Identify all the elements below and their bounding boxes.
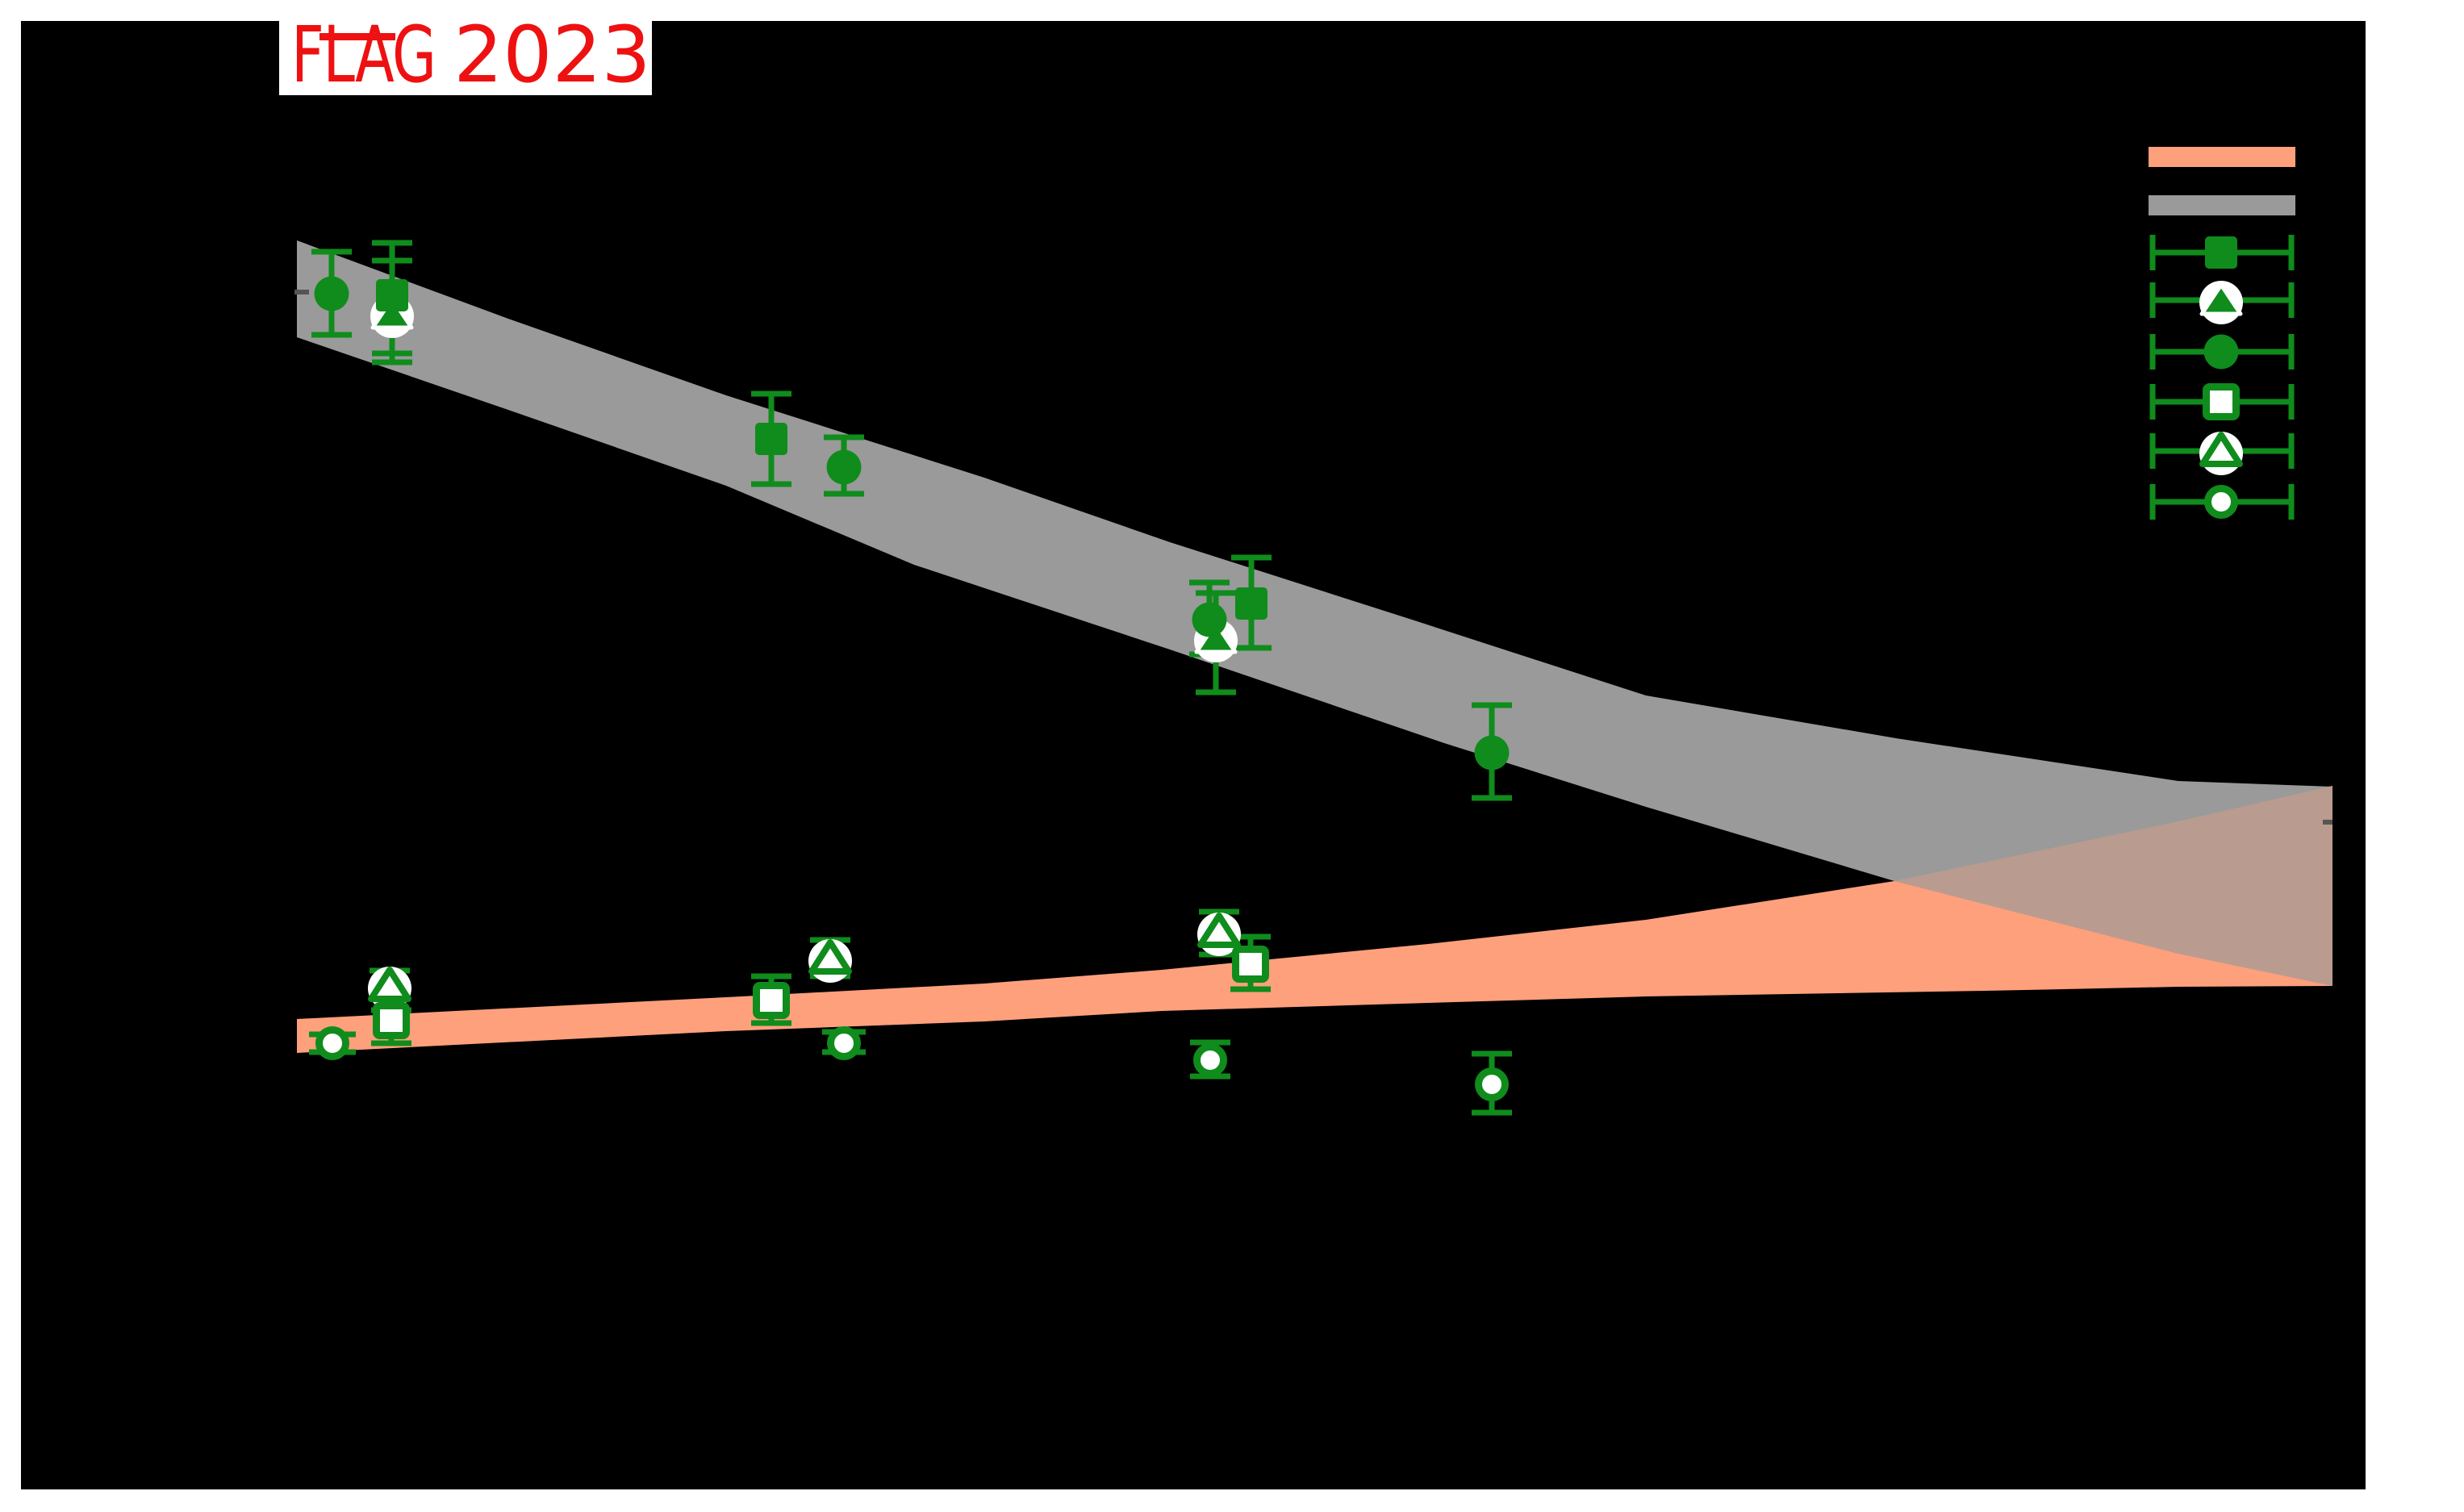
error-bar-cap	[1196, 689, 1236, 695]
error-bar-cap	[1230, 934, 1271, 940]
error-bar-cap	[751, 973, 791, 979]
open-triangle-marker	[368, 967, 411, 1002]
left-axis-tick	[294, 290, 309, 294]
legend-error-cap	[2288, 384, 2295, 420]
error-bar-cap	[372, 257, 412, 264]
open-circle-marker	[315, 1026, 349, 1060]
legend-error-cap	[2149, 282, 2156, 318]
filled-circle-marker	[1474, 735, 1510, 771]
filled-circle-marker	[2203, 334, 2239, 370]
open-square-marker	[2203, 383, 2240, 420]
error-bar-cap	[372, 350, 412, 357]
error-bar-cap	[371, 1040, 411, 1046]
open-circle-marker	[1193, 1043, 1227, 1077]
right-axis-tick	[2323, 820, 2332, 825]
flag-logo-overline	[319, 33, 395, 40]
error-bar-cap	[751, 481, 791, 487]
error-bar-cap	[751, 1020, 791, 1026]
filled-circle-marker	[314, 276, 349, 311]
open-circle-marker	[2204, 485, 2238, 519]
legend-error-cap	[2149, 484, 2156, 520]
filled-square-marker	[1235, 587, 1267, 620]
error-bar-cap	[824, 491, 864, 497]
error-bar-cap	[824, 434, 864, 441]
orange-extrapolation-band	[297, 786, 2332, 1053]
flag-logo-word: FLAG	[291, 10, 436, 100]
error-bar-cap	[1196, 590, 1236, 596]
filled-circle-marker	[1192, 602, 1227, 637]
legend-error-cap	[2149, 334, 2156, 370]
legend-error-cap	[2149, 235, 2156, 270]
error-bar-cap	[1472, 702, 1512, 708]
legend-error-cap	[2149, 384, 2156, 420]
filled-triangle-marker	[370, 296, 414, 330]
error-bar-cap	[372, 359, 412, 365]
band-overlap-region	[1894, 786, 2332, 986]
flag-logo-year: 2023	[453, 10, 651, 100]
legend-error-cap	[2288, 235, 2295, 270]
filled-square-marker	[755, 423, 787, 455]
gray-band-swatch	[2149, 195, 2295, 215]
filled-circle-marker	[826, 449, 862, 485]
legend-error-cap	[2149, 433, 2156, 469]
legend-error-cap	[2288, 433, 2295, 469]
open-square-marker	[753, 982, 790, 1019]
open-triangle-marker	[1197, 913, 1241, 948]
gray-extrapolation-band	[297, 240, 2332, 986]
error-bar-cap	[372, 240, 412, 246]
error-bar-cap	[1472, 1050, 1512, 1057]
error-bar-cap	[1190, 1039, 1230, 1046]
error-bar-cap	[1189, 579, 1230, 586]
error-bar-cap	[1231, 554, 1272, 561]
error-bar-cap	[1472, 1109, 1512, 1116]
open-triangle-marker	[2199, 432, 2243, 467]
legend-error-cap	[2288, 282, 2295, 318]
error-bar-cap	[1199, 908, 1239, 915]
open-square-marker	[373, 1002, 410, 1039]
legend-error-cap	[2288, 334, 2295, 370]
error-bar-cap	[311, 249, 352, 255]
filled-square-marker	[2205, 236, 2237, 269]
flag-logo-box: FLAG 2023	[279, 10, 652, 100]
error-bar-cap	[311, 332, 352, 338]
error-bar-cap	[1231, 645, 1272, 651]
orange-band-swatch	[2149, 147, 2295, 167]
error-bar-cap	[1230, 986, 1271, 992]
legend-error-cap	[2288, 484, 2295, 520]
open-circle-marker	[827, 1026, 861, 1060]
error-bar-cap	[1472, 795, 1512, 801]
open-square-marker	[1232, 946, 1269, 983]
filled-triangle-marker	[1194, 620, 1238, 654]
flag-logo-text: FLAG 2023	[291, 10, 651, 100]
error-bar-cap	[751, 391, 791, 397]
open-triangle-marker	[808, 939, 852, 975]
filled-square-marker	[376, 279, 408, 311]
filled-triangle-marker	[2199, 282, 2243, 316]
open-circle-marker	[1475, 1067, 1509, 1101]
